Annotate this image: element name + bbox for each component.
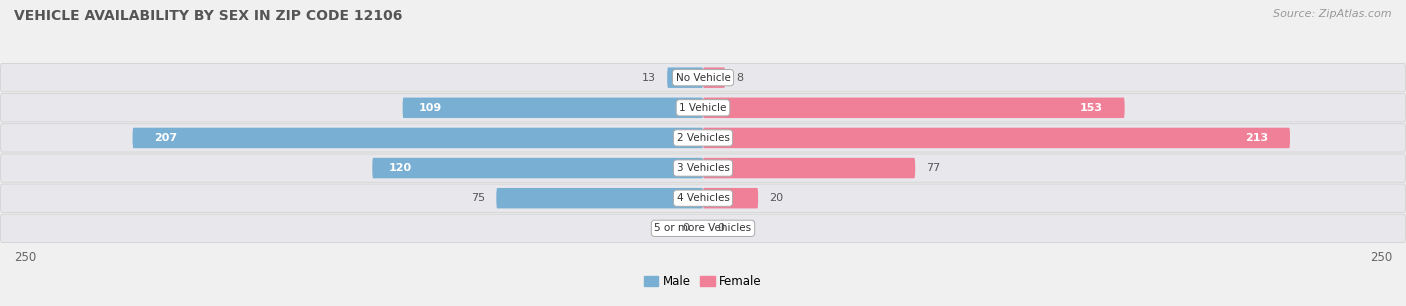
FancyBboxPatch shape <box>703 98 1125 118</box>
Text: 77: 77 <box>927 163 941 173</box>
Text: 207: 207 <box>155 133 177 143</box>
Text: 0: 0 <box>682 223 689 233</box>
Text: 213: 213 <box>1244 133 1268 143</box>
Text: 5 or more Vehicles: 5 or more Vehicles <box>654 223 752 233</box>
FancyBboxPatch shape <box>496 188 703 208</box>
Text: 109: 109 <box>419 103 443 113</box>
FancyBboxPatch shape <box>373 158 703 178</box>
FancyBboxPatch shape <box>668 67 703 88</box>
Text: 3 Vehicles: 3 Vehicles <box>676 163 730 173</box>
FancyBboxPatch shape <box>0 94 1406 122</box>
FancyBboxPatch shape <box>0 214 1406 242</box>
Text: VEHICLE AVAILABILITY BY SEX IN ZIP CODE 12106: VEHICLE AVAILABILITY BY SEX IN ZIP CODE … <box>14 9 402 23</box>
FancyBboxPatch shape <box>703 67 725 88</box>
Text: 153: 153 <box>1080 103 1102 113</box>
Text: No Vehicle: No Vehicle <box>675 73 731 83</box>
Text: 75: 75 <box>471 193 485 203</box>
FancyBboxPatch shape <box>402 98 703 118</box>
Text: 1 Vehicle: 1 Vehicle <box>679 103 727 113</box>
Text: 8: 8 <box>737 73 744 83</box>
Text: 250: 250 <box>14 251 37 264</box>
FancyBboxPatch shape <box>703 188 758 208</box>
Text: 2 Vehicles: 2 Vehicles <box>676 133 730 143</box>
Text: 4 Vehicles: 4 Vehicles <box>676 193 730 203</box>
FancyBboxPatch shape <box>703 128 1289 148</box>
FancyBboxPatch shape <box>0 184 1406 212</box>
Text: 13: 13 <box>643 73 657 83</box>
FancyBboxPatch shape <box>0 154 1406 182</box>
Text: Source: ZipAtlas.com: Source: ZipAtlas.com <box>1274 9 1392 19</box>
FancyBboxPatch shape <box>703 158 915 178</box>
Text: 20: 20 <box>769 193 783 203</box>
FancyBboxPatch shape <box>0 124 1406 152</box>
Legend: Male, Female: Male, Female <box>644 275 762 288</box>
Text: 0: 0 <box>717 223 724 233</box>
Text: 120: 120 <box>389 163 412 173</box>
Text: 250: 250 <box>1369 251 1392 264</box>
FancyBboxPatch shape <box>132 128 703 148</box>
FancyBboxPatch shape <box>0 64 1406 92</box>
